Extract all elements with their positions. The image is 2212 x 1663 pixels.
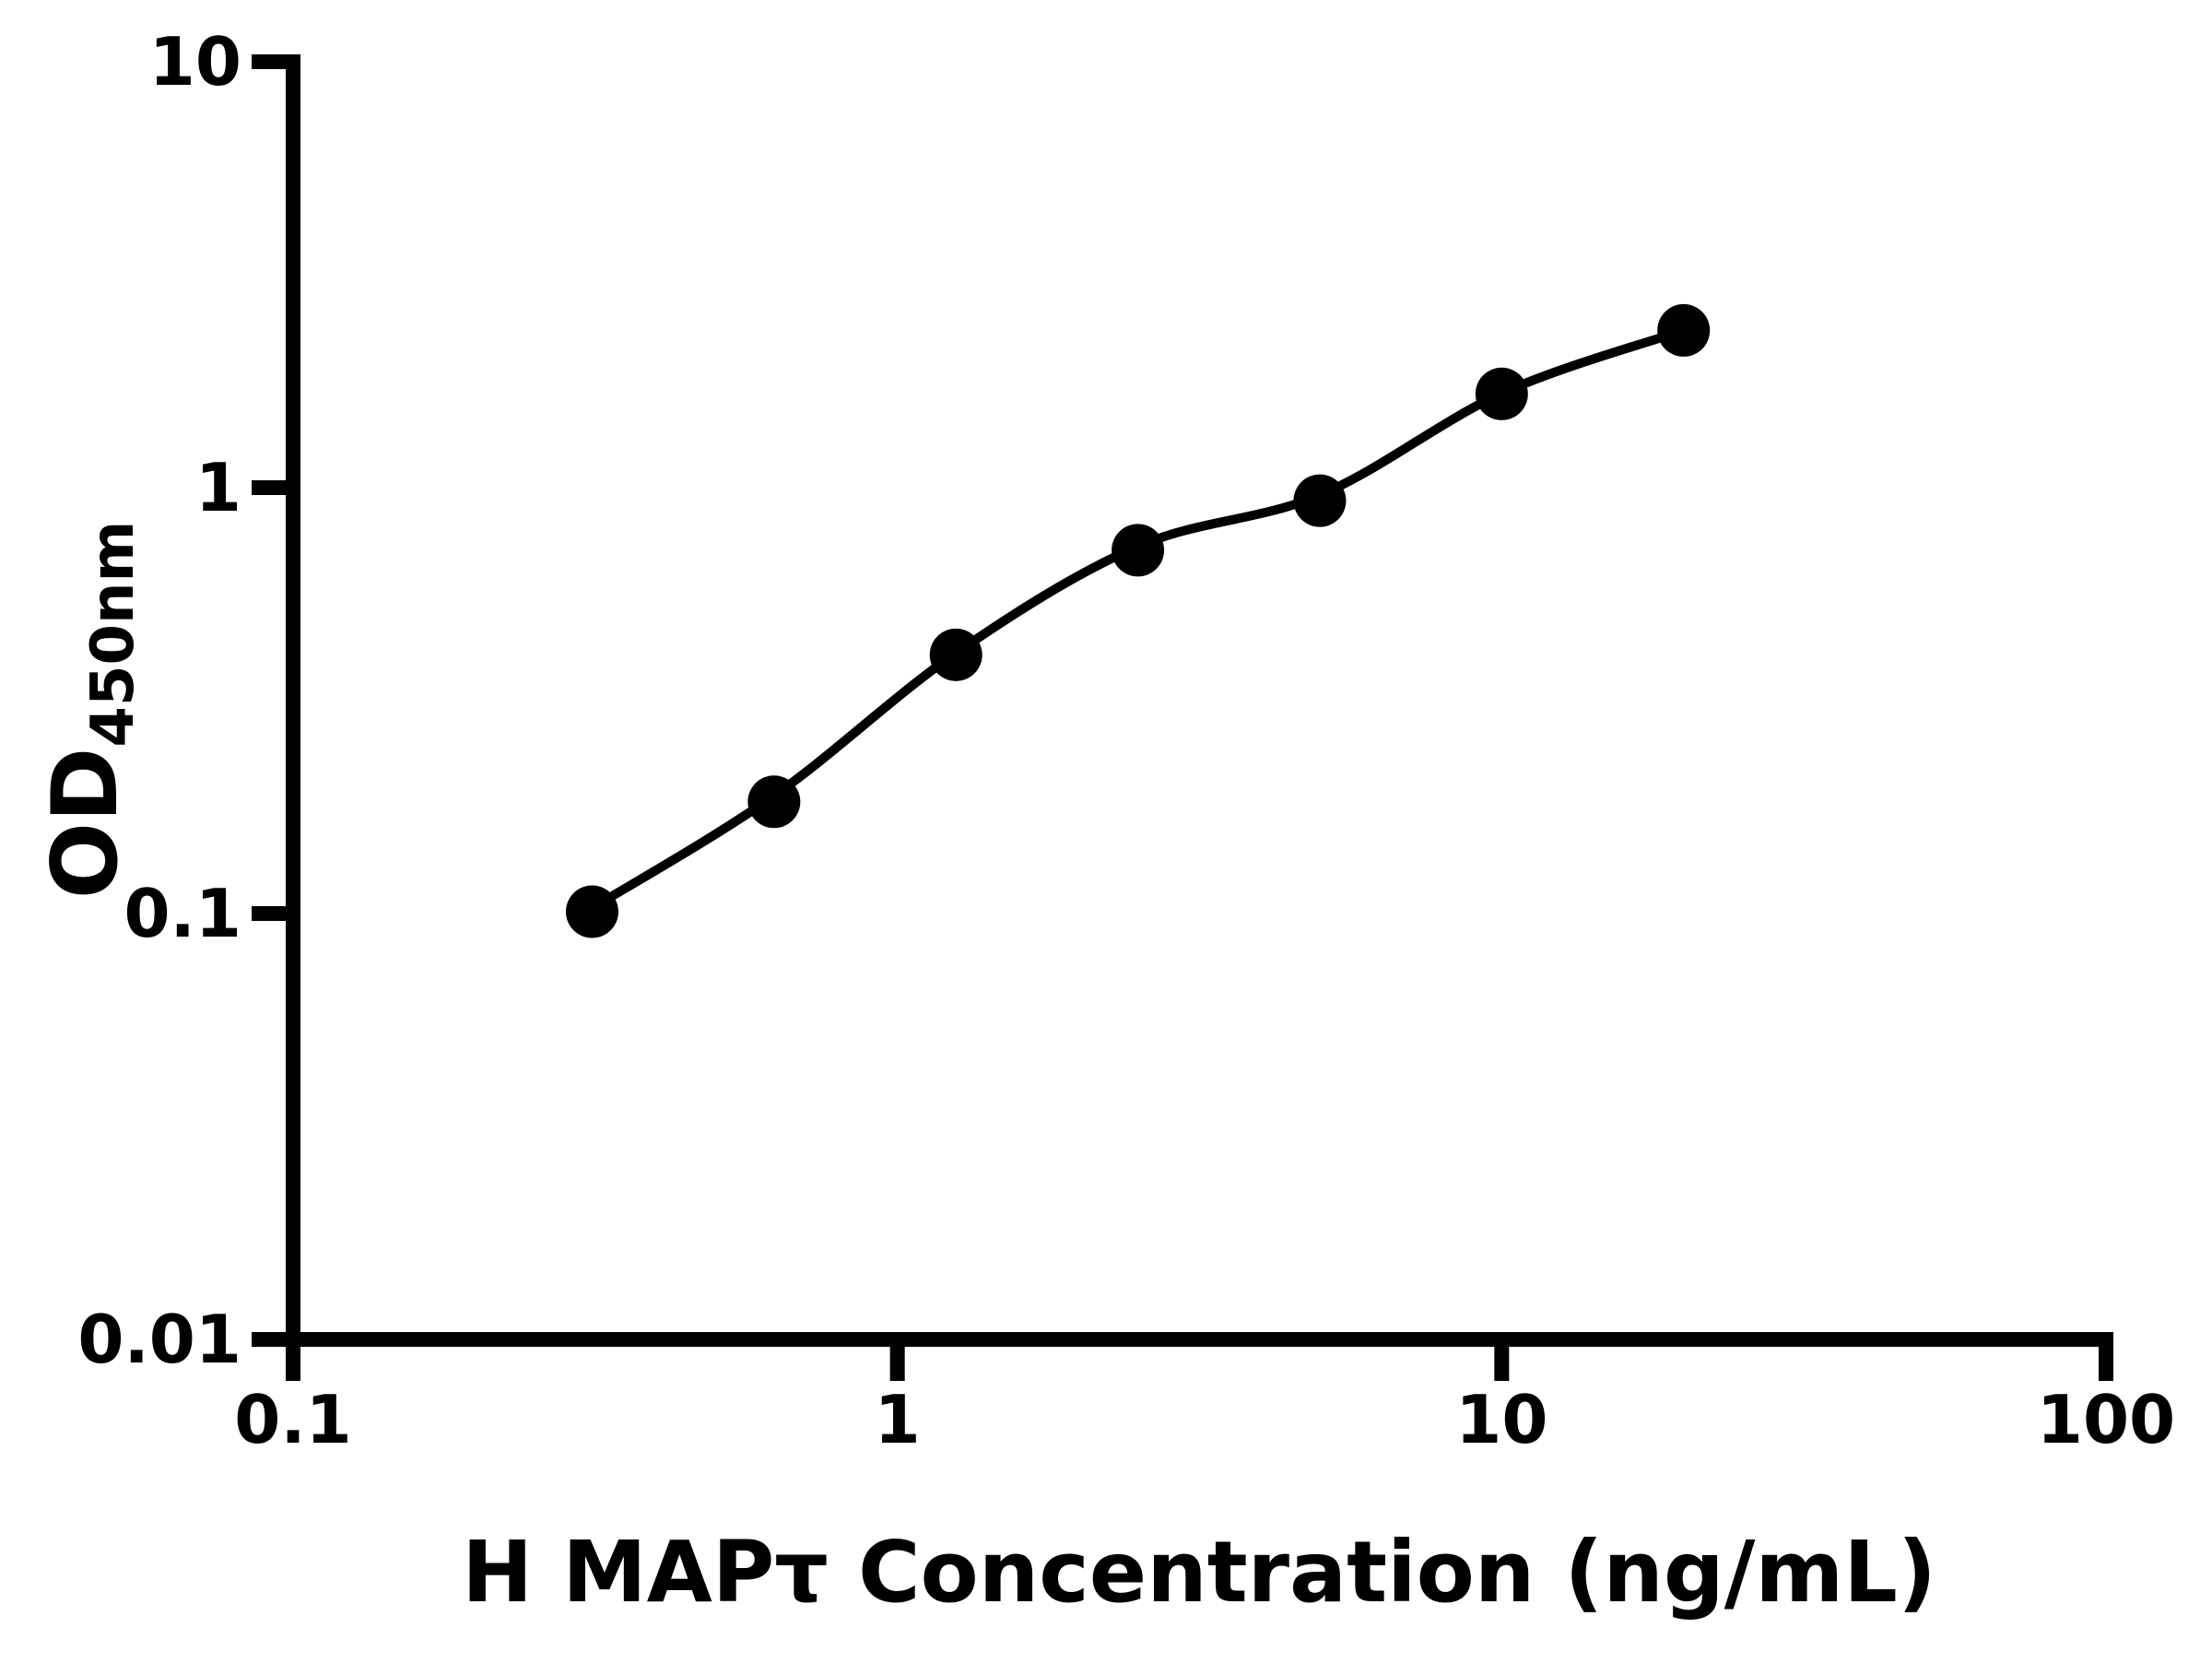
x-tick-label: 1 [875,1381,921,1458]
y-axis-title: OD450nm [33,521,147,900]
y-axis-title-subscript: 450nm [79,521,147,748]
x-axis-title: H MAPτ Concentration (ng/mL) [462,1523,1936,1622]
data-point [1657,303,1711,357]
y-axis-ticks: 0.01 0.1 1 10 [77,23,293,1378]
y-tick-label: 0.01 [77,1301,241,1378]
y-tick-label: 0.1 [124,875,241,952]
x-axis-ticks: 0.1 1 10 100 [234,1339,2175,1458]
y-tick-label: 1 [195,449,241,526]
data-point [1293,474,1347,527]
data-points [565,303,1711,938]
data-point [747,775,801,829]
y-tick-label: 10 [149,23,241,100]
x-tick-label: 0.1 [234,1381,352,1458]
data-point [1475,367,1528,420]
axis-spines [286,54,2113,1347]
data-point [565,885,618,938]
x-tick-label: 100 [2037,1381,2175,1458]
data-point [929,628,982,681]
data-point [1112,524,1165,577]
fit-curve-line [587,325,1688,914]
x-tick-label: 10 [1455,1381,1547,1458]
y-axis-title-main: OD [33,748,138,900]
